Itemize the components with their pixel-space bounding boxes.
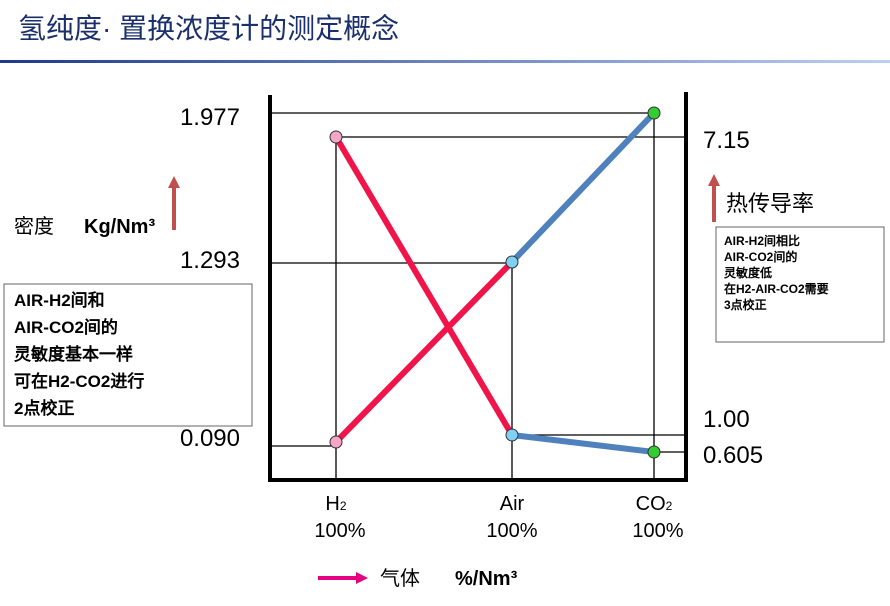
note-line: AIR-CO2间的 [14, 317, 118, 337]
tick: 0.605 [703, 442, 763, 469]
note-line: 2点校正 [14, 398, 74, 418]
cat: CO2 [636, 493, 673, 515]
title: 氢纯度· 置换浓度计的测定概念 [18, 13, 399, 44]
frame [268, 92, 688, 482]
arrow-head [168, 176, 180, 188]
note-line: 灵敏度低 [724, 265, 772, 280]
axis-label: 热传导率 [726, 191, 814, 216]
note-line: 可在H2-CO2进行 [14, 371, 144, 391]
tick: 1.00 [703, 406, 750, 433]
cat: H2 [325, 493, 346, 515]
cat-amount: 100% [314, 520, 365, 542]
legend-arrow-head [356, 572, 368, 584]
note-line: 在H2-AIR-CO2需要 [724, 281, 829, 296]
tick: 1.977 [180, 104, 240, 131]
legend-unit: %/Nm³ [455, 568, 518, 590]
tick: 0.090 [180, 425, 240, 452]
left-note: AIR-H2间和 AIR-CO2间的 灵敏度基本一样 可在H2-CO2进行 2点… [14, 290, 144, 418]
x-labels: H2 100% Air 100% CO2 100% [314, 493, 683, 542]
right-note: AIR-H2间相比 AIR-CO2间的 灵敏度低 在H2-AIR-CO2需要 3… [724, 233, 829, 312]
note-line: 3点校正 [724, 297, 767, 312]
cat: Air [500, 493, 525, 515]
tick: 7.15 [703, 127, 750, 154]
arrow-head [708, 174, 720, 186]
note-line: AIR-H2间和 [14, 290, 105, 310]
axis-label: 密度 [14, 215, 54, 238]
note-line: AIR-H2间相比 [724, 233, 800, 248]
title-underline [0, 60, 890, 63]
curves [333, 110, 657, 455]
note-line: 灵敏度基本一样 [14, 344, 133, 364]
right-note-box [715, 226, 885, 343]
legend-label: 气体 [380, 567, 420, 590]
cat-amount: 100% [486, 520, 537, 542]
cat-amount: 100% [632, 520, 683, 542]
left-ticks: 1.977 1.293 0.090 [180, 104, 240, 452]
points [329, 106, 661, 459]
tick: 1.293 [180, 247, 240, 274]
right-ticks: 7.15 1.00 0.605 [703, 127, 763, 469]
left-note-box [3, 283, 253, 427]
note-line: AIR-CO2间的 [724, 249, 797, 264]
axis-unit: Kg/Nm³ [84, 216, 155, 238]
